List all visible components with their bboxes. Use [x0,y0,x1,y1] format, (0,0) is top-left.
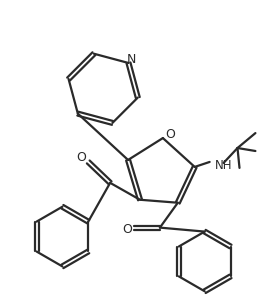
Text: O: O [122,223,132,236]
Text: O: O [76,151,86,164]
Text: O: O [165,128,175,141]
Text: N: N [127,54,136,67]
Text: NH: NH [215,160,232,172]
